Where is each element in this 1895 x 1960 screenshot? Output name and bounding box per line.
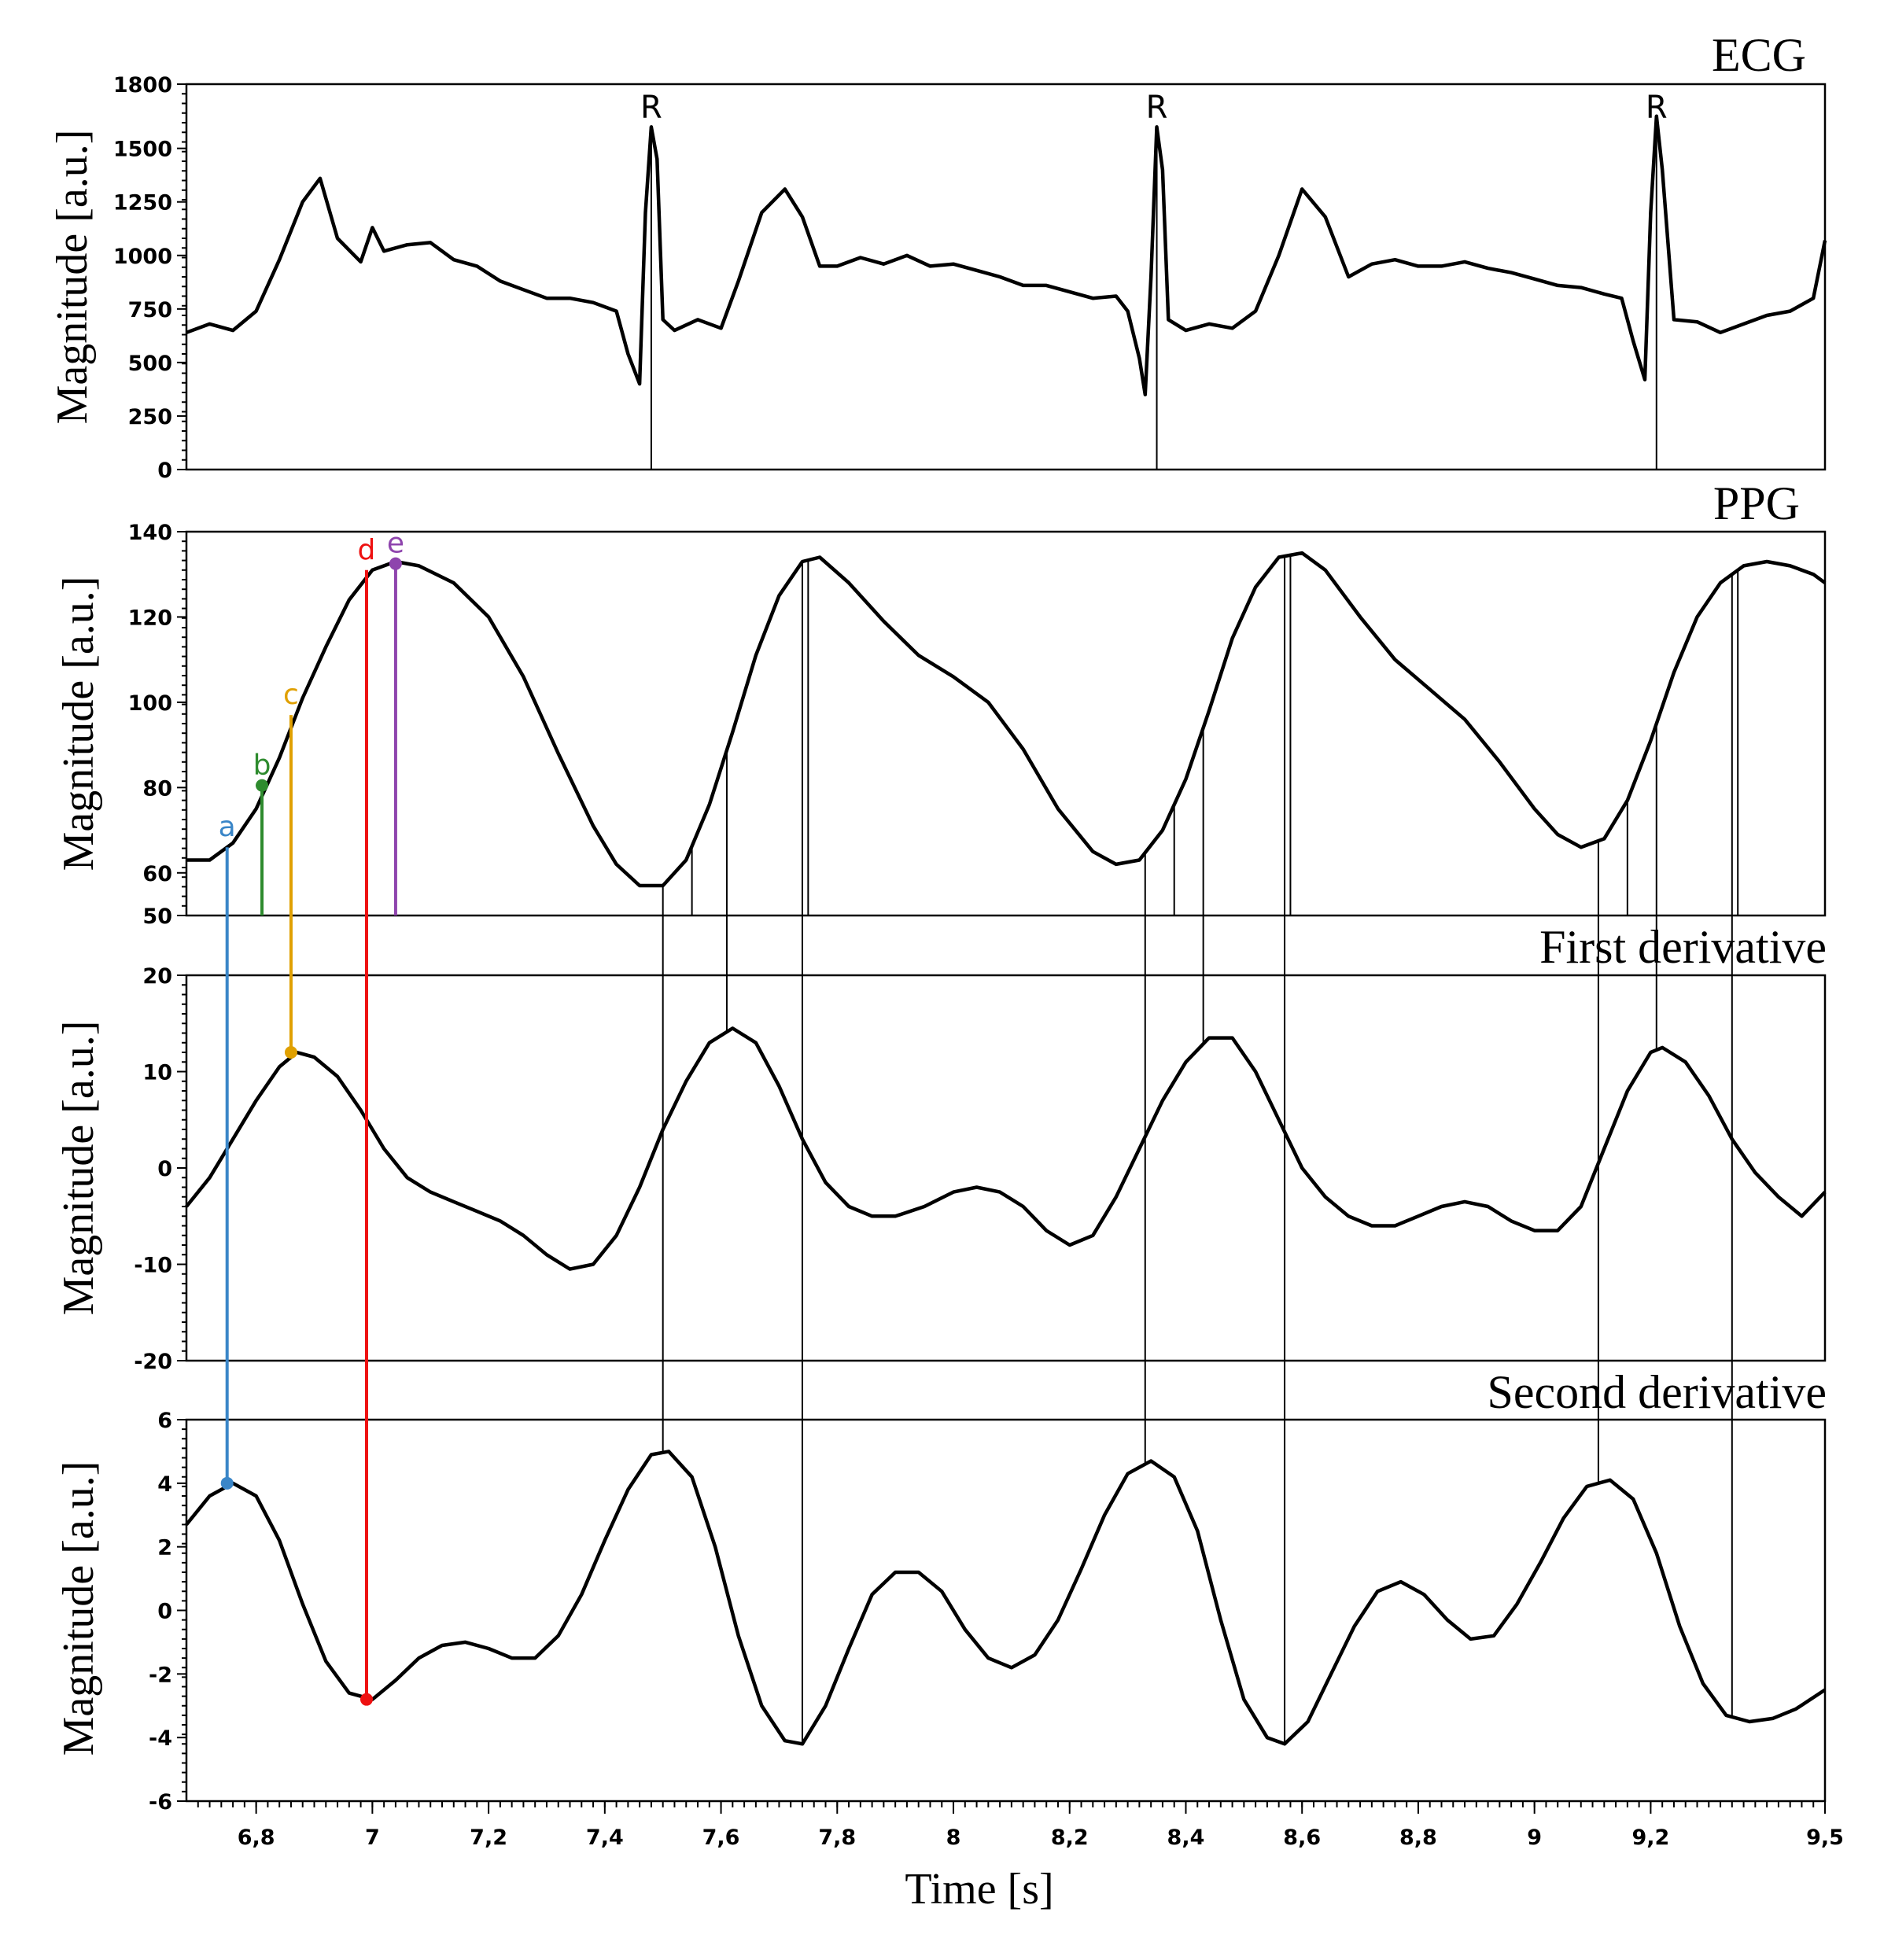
ecg-signal-trace: [186, 114, 1827, 396]
first-derivative-y-axis-title: Magnitude [a.u.]: [54, 1021, 103, 1316]
ppg-y-tick-label: 60: [142, 862, 172, 886]
x-tick-label: 7,2: [470, 1826, 507, 1850]
fiducial-points-layer: ab c d e: [219, 528, 404, 1706]
ecg-panel-title: ECG: [1712, 29, 1806, 81]
ecg-y-tick-label: 500: [128, 352, 172, 376]
ppg-y-axis-title: Magnitude [a.u.]: [54, 577, 103, 871]
ecg-y-tick-label: 1800: [113, 73, 172, 98]
fiducial-marker-d: [359, 1693, 373, 1706]
ppg-signal-trace: [186, 551, 1827, 888]
fiducial-marker-e: [389, 557, 402, 570]
x-tick-label: 8,8: [1399, 1826, 1437, 1850]
x-tick-label: 9,2: [1631, 1826, 1669, 1850]
d2-y-tick-label: 2: [157, 1536, 172, 1560]
d2-y-tick-label: -4: [149, 1726, 172, 1751]
x-axis-title: Time [s]: [905, 1865, 1053, 1914]
x-tick-label: 8,6: [1283, 1826, 1321, 1850]
ecg-y-tick-label: 1250: [113, 191, 172, 216]
d1-y-tick-label: -10: [134, 1254, 172, 1278]
ecg-y-tick-label: 1500: [113, 138, 172, 162]
tick-layer: 0250500750100012501500180050608010012014…: [113, 73, 1844, 1850]
fiducial-label-e: e: [387, 528, 404, 560]
second-derivative-panel-frame: [185, 1418, 1827, 1803]
fiducial-marker-c: [284, 1046, 297, 1059]
fiducial-label-a: a: [219, 811, 236, 843]
d2-y-tick-label: 6: [157, 1409, 172, 1433]
x-tick-label: 7,4: [586, 1826, 624, 1850]
d2-signal-trace: [185, 1450, 1827, 1746]
x-tick-label: 7,6: [702, 1826, 740, 1850]
x-tick-label: 8,2: [1051, 1826, 1089, 1850]
d1-signal-trace: [185, 1026, 1827, 1271]
fiducial-label-d: d: [358, 534, 376, 566]
r-peak-label: R: [1146, 90, 1168, 126]
x-tick-label: 9: [1527, 1826, 1542, 1850]
d1-y-tick-label: 10: [142, 1061, 172, 1085]
ecg-y-tick-label: 250: [128, 405, 172, 429]
ppg-y-tick-label: 100: [128, 691, 172, 716]
x-tick-label: 8: [946, 1826, 961, 1850]
d1-y-tick-label: -20: [134, 1350, 172, 1374]
ppg-y-tick-label: 80: [142, 776, 172, 801]
fiducial-marker-b: [256, 779, 269, 792]
ecg-panel-frame: [185, 83, 1827, 471]
x-tick-label: 9,5: [1806, 1826, 1844, 1850]
d2-y-tick-label: -2: [149, 1663, 172, 1687]
ecg-y-axis-title: Magnitude [a.u.]: [48, 130, 97, 425]
d2-y-tick-label: -6: [149, 1790, 172, 1814]
fiducial-marker-a: [220, 1476, 234, 1490]
ecg-y-tick-label: 0: [157, 459, 172, 483]
d2-y-tick-label: 4: [157, 1472, 172, 1497]
d1-y-tick-label: 20: [142, 964, 172, 989]
d1-y-tick-label: 0: [157, 1157, 172, 1181]
fiducial-label-b: b: [253, 750, 271, 782]
second-derivative-y-axis-title: Magnitude [a.u.]: [54, 1461, 103, 1756]
ppg-y-tick-label: 140: [128, 521, 172, 545]
second-derivative-panel-title: Second derivative: [1487, 1366, 1827, 1418]
d2-y-tick-label: 0: [157, 1600, 172, 1624]
r-peak-label: R: [640, 90, 662, 126]
ecg-y-tick-label: 1000: [113, 245, 172, 269]
x-tick-label: 6,8: [238, 1826, 275, 1850]
ppg-y-tick-label: 50: [142, 904, 172, 929]
ppg-y-tick-label: 120: [128, 606, 172, 630]
fiducial-label-c: c: [283, 679, 299, 711]
first-derivative-panel-frame: [185, 974, 1827, 1362]
x-tick-label: 8,4: [1167, 1826, 1205, 1850]
ecg-y-tick-label: 750: [128, 298, 172, 322]
x-tick-label: 7: [365, 1826, 380, 1850]
traces-layer: [185, 114, 1827, 1746]
first-derivative-panel-title: First derivative: [1539, 921, 1827, 973]
ppg-panel-title: PPG: [1713, 477, 1800, 529]
x-tick-label: 7,8: [818, 1826, 856, 1850]
